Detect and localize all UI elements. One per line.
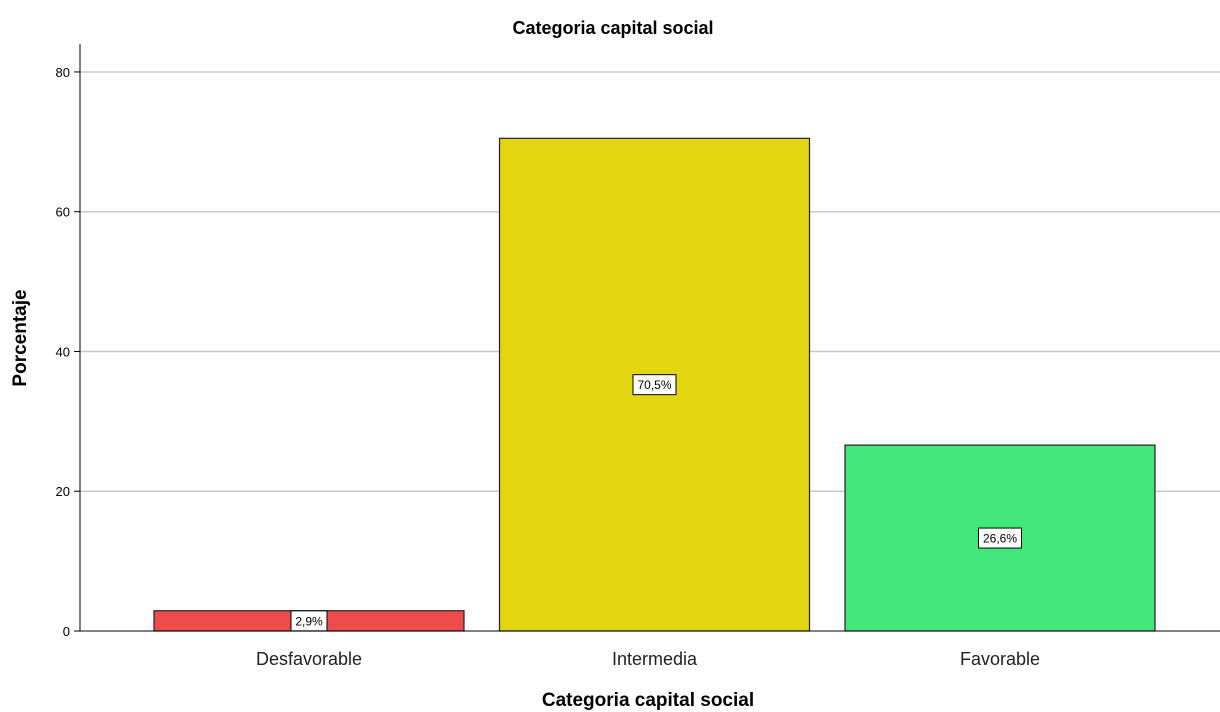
y-tick-label: 80 (56, 65, 70, 80)
y-tick-label: 0 (63, 624, 70, 639)
x-axis-title: Categoria capital social (542, 690, 754, 711)
data-label: 26,6% (983, 532, 1017, 546)
chart-title: Categoria capital social (512, 18, 713, 38)
data-label-box (978, 527, 1022, 549)
x-tick-label: Intermedia (612, 649, 698, 669)
data-label: 2,9% (295, 614, 323, 628)
x-tick-label: Desfavorable (256, 649, 362, 669)
data-label: 70,5% (637, 378, 671, 392)
data-labels: 2,9% 70,5% 26,6% (290, 374, 1022, 632)
x-tick-label: Favorable (960, 649, 1040, 669)
y-tick-label: 20 (56, 484, 70, 499)
data-label-box (290, 610, 328, 632)
axes: 0 20 40 60 80 Desfavorable Intermedia Favorable (56, 44, 1220, 669)
data-label-box (632, 374, 677, 396)
y-tick-label: 40 (56, 344, 70, 359)
y-axis-title: Porcentaje (10, 289, 31, 386)
y-tick-label: 60 (56, 205, 70, 220)
